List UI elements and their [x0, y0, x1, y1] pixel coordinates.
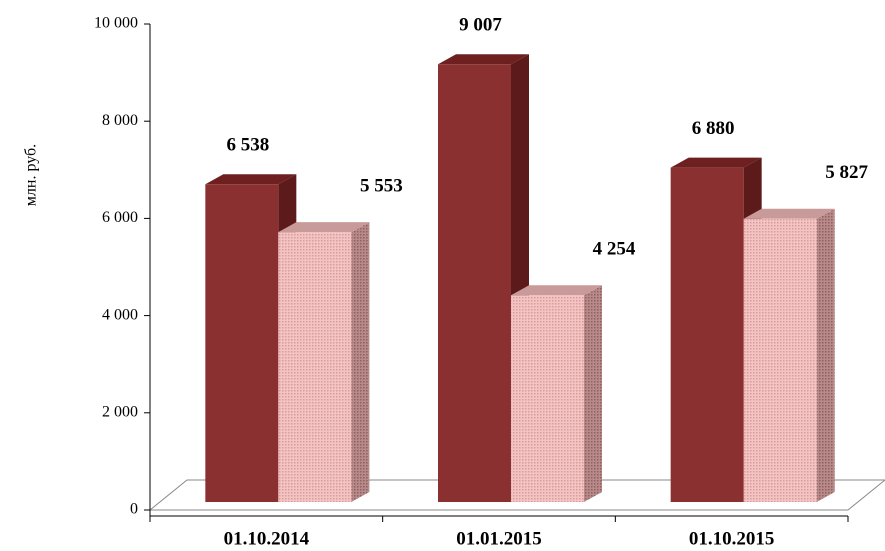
- bar: [278, 232, 352, 502]
- y-axis-label: млн. руб.: [23, 144, 40, 206]
- y-tick-label: 8 000: [102, 112, 138, 129]
- bar-side: [816, 208, 835, 502]
- y-tick-label: 2 000: [102, 403, 138, 420]
- bar: [511, 295, 584, 502]
- bar-top: [670, 157, 762, 168]
- y-tick-label: 4 000: [102, 306, 138, 323]
- y-tick-label: 0: [130, 501, 138, 518]
- bar-top: [743, 208, 835, 219]
- bar-top: [511, 285, 602, 296]
- x-tick-label: 01.10.2015: [689, 528, 775, 549]
- value-label: 6 538: [226, 135, 269, 156]
- y-tick-label: 6 000: [102, 209, 138, 226]
- y-tick-label: 10 000: [94, 15, 138, 32]
- bar: [438, 64, 511, 503]
- x-tick-label: 01.01.2015: [456, 528, 542, 549]
- value-label: 9 007: [459, 15, 502, 36]
- bar-side: [584, 285, 602, 502]
- bar-top: [278, 222, 370, 233]
- value-label: 6 880: [692, 118, 735, 139]
- value-label: 5 553: [360, 175, 403, 196]
- x-tick-label: 01.10.2014: [224, 528, 310, 549]
- bar-top: [205, 174, 297, 185]
- bar-top: [438, 54, 529, 65]
- bar: [205, 184, 279, 502]
- bar: [670, 167, 744, 502]
- value-label: 4 254: [593, 239, 636, 260]
- bar: [743, 218, 817, 502]
- value-label: 5 827: [825, 162, 868, 183]
- bar-side: [351, 222, 370, 502]
